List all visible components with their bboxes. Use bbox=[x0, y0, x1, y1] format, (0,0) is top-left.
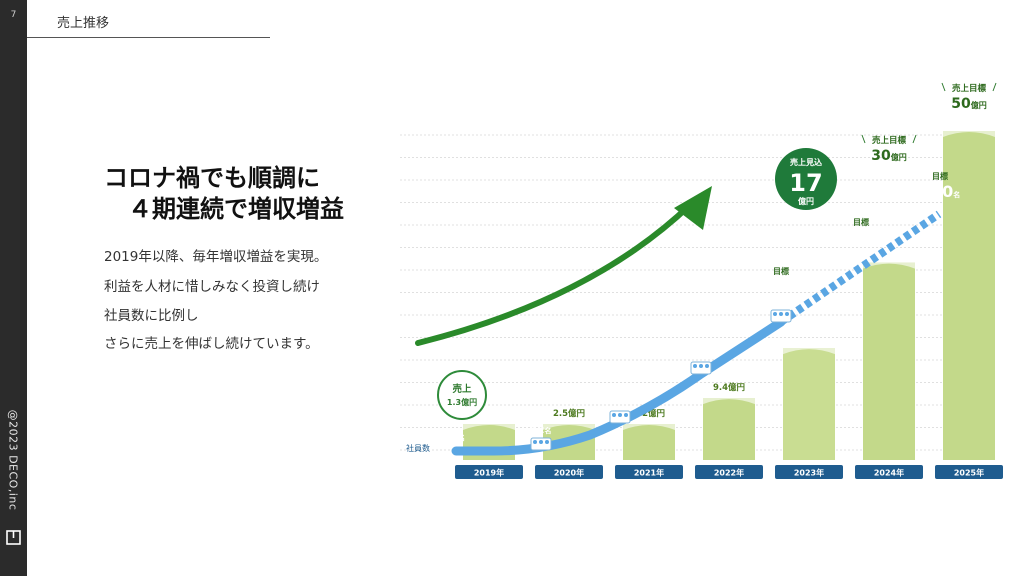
sales-bar bbox=[783, 348, 835, 460]
year-label: 2020年 bbox=[554, 468, 584, 478]
year-badge bbox=[935, 465, 1003, 479]
year-label: 2025年 bbox=[954, 468, 984, 478]
year-badge bbox=[775, 465, 843, 479]
year-badge bbox=[615, 465, 683, 479]
employee-axis-label: 社員数 bbox=[406, 443, 430, 453]
page-title: 売上推移 bbox=[57, 16, 110, 31]
employee-value-label: 12名 bbox=[531, 425, 552, 436]
person-icon bbox=[539, 440, 543, 444]
sales-2023-unit: 億円 bbox=[798, 196, 814, 206]
employee-value-label: 25名 bbox=[613, 392, 634, 403]
sales-target-value: 30億円 bbox=[871, 148, 906, 164]
employee-value-label: 8名 bbox=[451, 432, 465, 443]
employee-value-label: 150名 bbox=[920, 182, 960, 201]
person-icon bbox=[533, 440, 537, 444]
sales-target-caption: 売上目標 bbox=[951, 83, 987, 94]
deco-logo-icon bbox=[6, 530, 21, 545]
body-line-1: 2019年以降、毎年増収増益を実現。 bbox=[104, 249, 328, 265]
sales-2023-caption: 売上見込 bbox=[790, 157, 822, 167]
person-icon bbox=[785, 312, 789, 316]
sales-bar-wave bbox=[943, 131, 995, 137]
growth-arrow-head bbox=[674, 186, 712, 230]
sales-value-label: 2.5億円 bbox=[553, 408, 585, 419]
sales-bar-wave bbox=[863, 262, 915, 269]
sales-bar bbox=[703, 398, 755, 460]
employee-value-label: 115名 bbox=[841, 228, 881, 247]
sales-value-label: 4.2億円 bbox=[633, 408, 665, 419]
body-line-3: 社員数に比例し bbox=[104, 308, 199, 324]
sales-target-value: 50億円 bbox=[951, 96, 986, 112]
person-icon bbox=[545, 440, 549, 444]
sales-2019-caption: 売上 bbox=[452, 383, 472, 395]
headline-line-2-text: ４期連続で増収増益 bbox=[128, 195, 344, 223]
person-icon bbox=[705, 364, 709, 368]
person-icon bbox=[693, 364, 697, 368]
headline-line-1: コロナ禍でも順調に bbox=[104, 164, 320, 192]
person-icon bbox=[612, 413, 616, 417]
employee-target-caption: 目標 bbox=[773, 266, 789, 276]
year-badge bbox=[535, 465, 603, 479]
employee-line-actual bbox=[451, 317, 786, 456]
employee-target-caption: 目標 bbox=[853, 217, 869, 227]
employee-line-forecast bbox=[778, 210, 942, 326]
year-label: 2024年 bbox=[874, 468, 904, 478]
target-tick-right bbox=[992, 82, 997, 92]
year-label: 2019年 bbox=[474, 468, 504, 478]
person-icon bbox=[779, 312, 783, 316]
sales-bar-wave bbox=[463, 424, 515, 430]
headline: コロナ禍でも順調に ４期連続で増収増益 bbox=[104, 163, 344, 225]
person-icon bbox=[699, 364, 703, 368]
sales-bar bbox=[863, 262, 915, 460]
person-icon bbox=[773, 312, 777, 316]
sales-target-caption: 売上目標 bbox=[871, 135, 907, 146]
person-icon bbox=[624, 413, 628, 417]
sales-2019-circle bbox=[437, 370, 487, 420]
sales-bar bbox=[943, 131, 995, 460]
sales-bar bbox=[623, 424, 675, 460]
year-label: 2023年 bbox=[794, 468, 824, 478]
target-tick-left bbox=[861, 134, 866, 144]
sales-value-label: 9.4億円 bbox=[713, 382, 745, 393]
growth-arrow-line bbox=[415, 202, 693, 346]
year-label: 2022年 bbox=[714, 468, 744, 478]
sales-bar-wave bbox=[543, 424, 595, 430]
sales-2019-value: 1.3億円 bbox=[447, 397, 477, 407]
page-number: 7 bbox=[10, 10, 17, 20]
header-divider bbox=[27, 37, 270, 38]
employee-value-label: 80名 bbox=[767, 277, 795, 295]
sales-2023-forecast-circle bbox=[775, 148, 837, 210]
year-badge bbox=[855, 465, 923, 479]
year-badge bbox=[695, 465, 763, 479]
employee-target-caption: 目標 bbox=[932, 171, 948, 181]
sales-bar-wave bbox=[783, 348, 835, 355]
year-label: 2021年 bbox=[634, 468, 664, 478]
sales-2023-number: 17 bbox=[789, 169, 822, 197]
body-line-4: さらに売上を伸ばし続けています。 bbox=[104, 336, 319, 352]
target-tick-left bbox=[941, 82, 946, 92]
employee-value-label: 50名 bbox=[690, 338, 715, 353]
person-icon bbox=[618, 413, 622, 417]
target-tick-right bbox=[912, 134, 917, 144]
body-line-2: 利益を人材に惜しみなく投資し続け bbox=[104, 279, 320, 295]
sales-bar-wave bbox=[623, 424, 675, 430]
sales-bar-wave bbox=[703, 398, 755, 405]
year-badge bbox=[455, 465, 523, 479]
sidebar: 7 @2023 DECO,inc bbox=[0, 0, 27, 576]
